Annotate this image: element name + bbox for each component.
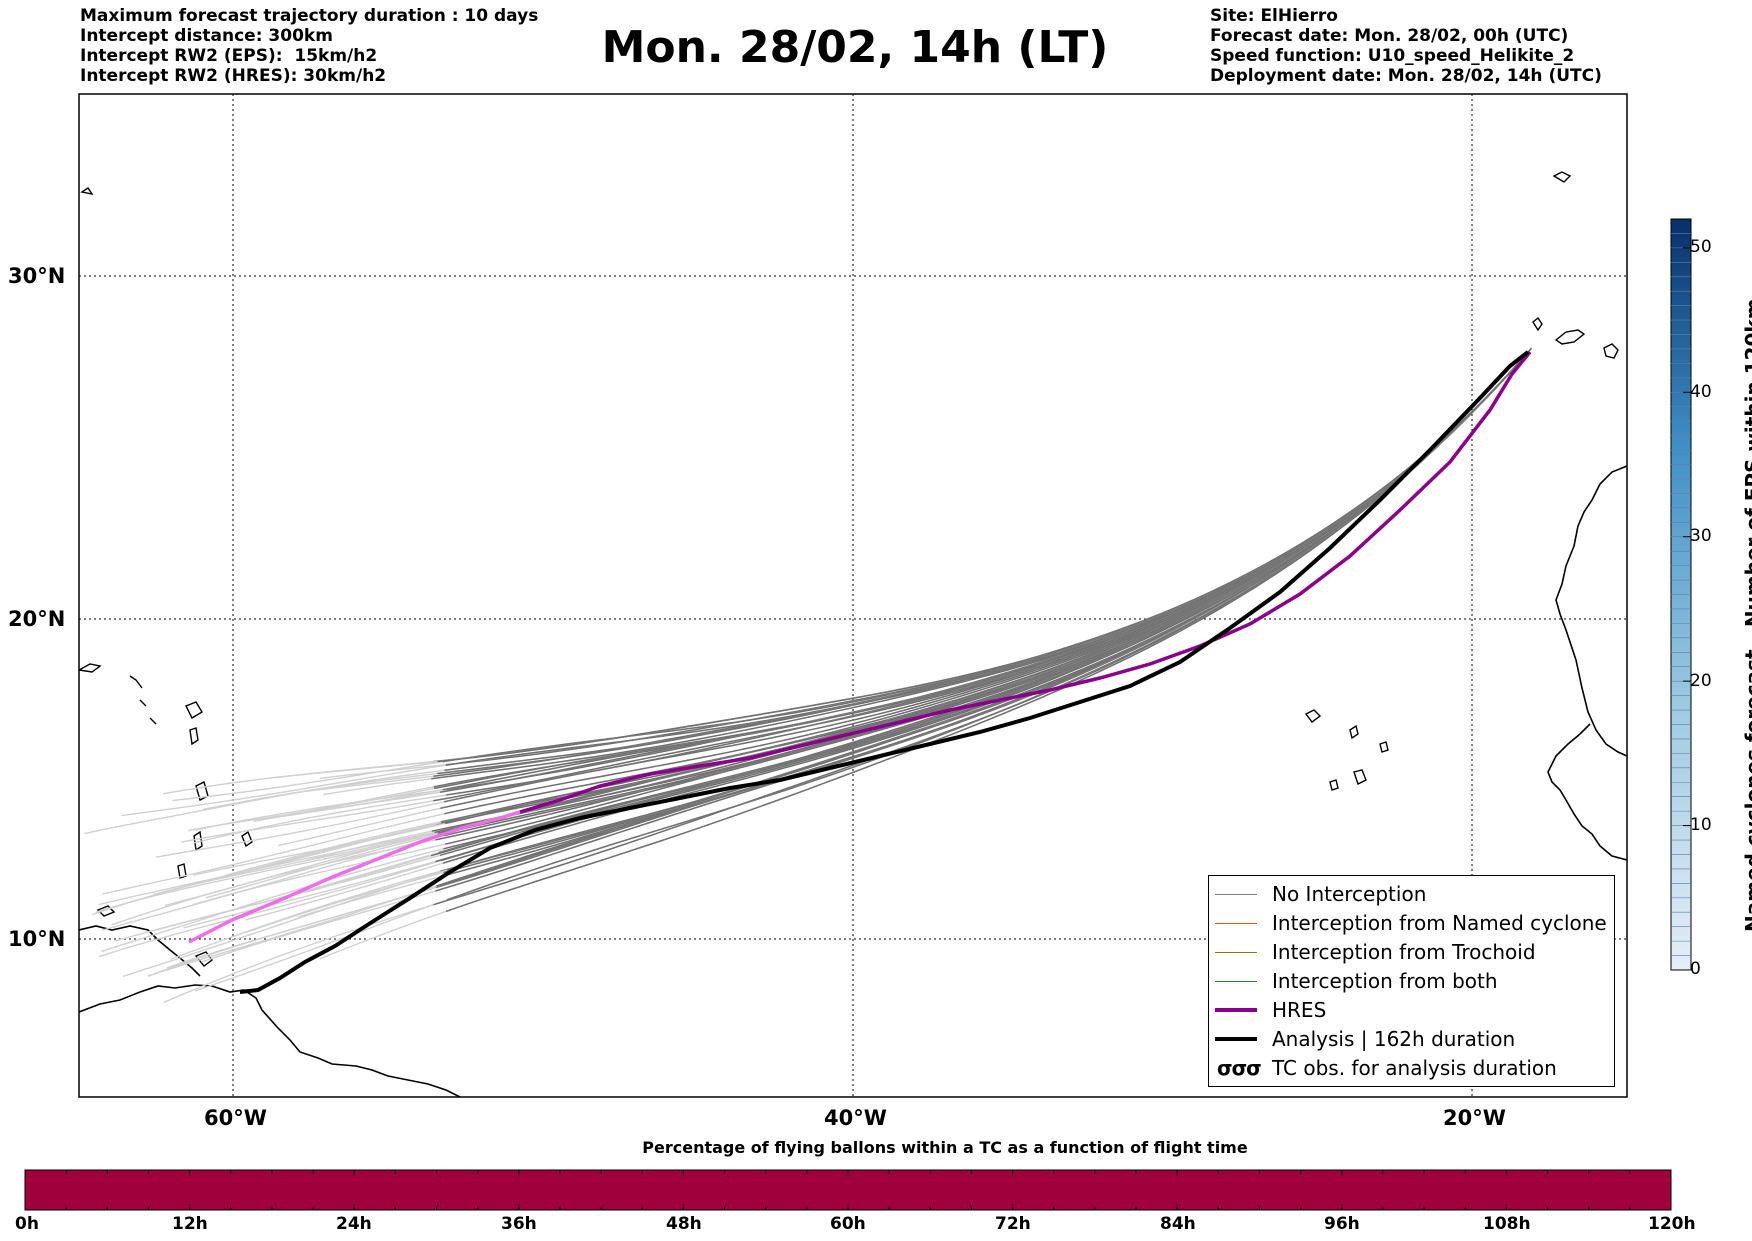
info-speed-function: Speed function: U10_speed_Helikite_2	[1210, 46, 1575, 66]
hour-label-72h: 72h	[995, 1214, 1031, 1234]
island-canary-2	[1554, 329, 1586, 345]
eps-track	[445, 354, 1527, 913]
percentage-bar	[24, 1169, 1672, 1211]
coast-west-africa	[1555, 465, 1627, 757]
lat-label-30n: 30°N	[8, 264, 66, 288]
islands	[79, 171, 1619, 967]
island-curacao	[96, 905, 116, 917]
info-intercept-distance: Intercept distance: 300km	[80, 26, 333, 46]
legend-item-no-interception: No Interception	[1209, 880, 1614, 909]
lon-label-40w: 40°W	[824, 1106, 887, 1130]
hour-label-96h: 96h	[1324, 1214, 1360, 1234]
island-cape-verde-2	[1349, 724, 1359, 740]
lon-label-60w: 60°W	[204, 1106, 267, 1130]
percentage-bar-title: Percentage of flying ballons within a TC…	[642, 1138, 1248, 1157]
lat-label-10n: 10°N	[8, 927, 66, 951]
hour-label-12h: 12h	[172, 1214, 208, 1234]
legend-label: No Interception	[1272, 882, 1427, 906]
colorbar-tick-40: 40	[1690, 382, 1712, 402]
colorbar-ticks	[1683, 247, 1691, 971]
lon-label-20w: 20°W	[1443, 1106, 1506, 1130]
hour-label-36h: 36h	[501, 1214, 537, 1234]
legend-item-both: Interception from both	[1209, 967, 1614, 996]
hour-label-84h: 84h	[1160, 1214, 1196, 1234]
island-bahamas	[79, 663, 102, 673]
legend-label: Interception from Named cyclone	[1272, 911, 1607, 935]
cyclone-symbols-icon: σσσ	[1217, 1056, 1262, 1080]
legend-label: Analysis | 162h duration	[1272, 1027, 1516, 1051]
island-antilles-1	[185, 701, 203, 719]
hour-label-60h: 60h	[830, 1214, 866, 1234]
info-max-duration: Maximum forecast trajectory duration : 1…	[80, 6, 539, 26]
legend-label: HRES	[1272, 998, 1327, 1022]
info-intercept-hres: Intercept RW2 (HRES): 30km/h2	[80, 66, 387, 86]
legend-swatch	[1215, 981, 1257, 982]
island-trinidad	[194, 951, 213, 967]
colorbar-bands	[1671, 233, 1691, 956]
legend-swatch	[1215, 894, 1257, 895]
eps-track	[437, 363, 1518, 775]
map-legend: No Interception Interception from Named …	[1208, 875, 1615, 1087]
legend-item-hres: HRES	[1209, 996, 1614, 1025]
legend-swatch	[1215, 952, 1257, 953]
hour-label-24h: 24h	[336, 1214, 372, 1234]
colorbar-tick-0: 0	[1690, 959, 1701, 979]
hour-label-108h: 108h	[1483, 1214, 1531, 1234]
info-forecast-date: Forecast date: Mon. 28/02, 00h (UTC)	[1210, 26, 1569, 46]
eps-track	[437, 363, 1519, 763]
island-sargasso	[80, 187, 94, 196]
lat-label-20n: 20°N	[8, 607, 66, 631]
run-info-right: Site: ElHierro Forecast date: Mon. 28/02…	[1210, 6, 1602, 86]
info-deployment-date: Deployment date: Mon. 28/02, 14h (UTC)	[1210, 66, 1602, 86]
island-caribbean-small	[129, 675, 157, 725]
legend-label: Interception from both	[1272, 969, 1498, 993]
legend-item-tc-obs: σσσ TC obs. for analysis duration	[1209, 1054, 1614, 1083]
hour-label-120h: 120h	[1648, 1214, 1696, 1234]
colorbar-title: Named cyclones forecast - Number of EPS …	[1741, 298, 1752, 932]
run-info-left: Maximum forecast trajectory duration : 1…	[80, 6, 538, 86]
island-antilles-2	[189, 727, 199, 746]
colorbar-tick-30: 30	[1690, 526, 1712, 546]
island-antilles-4	[193, 830, 203, 852]
percentage-bar-ticks	[24, 1170, 1672, 1210]
hres-trajectory	[519, 350, 1532, 814]
legend-item-trochoid: Interception from Trochoid	[1209, 938, 1614, 967]
colorbar-tick-10: 10	[1690, 815, 1712, 835]
legend-item-named-cyclone: Interception from Named cyclone	[1209, 909, 1614, 938]
eps-trajectories	[84, 347, 1533, 1004]
info-intercept-eps: Intercept RW2 (EPS): 15km/h2	[80, 46, 378, 66]
hres-trajectory-early	[188, 810, 521, 944]
colorbar-tick-20: 20	[1690, 671, 1712, 691]
legend-item-analysis: Analysis | 162h duration	[1209, 1025, 1614, 1054]
legend-label: TC obs. for analysis duration	[1272, 1056, 1557, 1080]
island-canary-3	[1603, 343, 1619, 359]
island-antilles-6	[241, 830, 253, 848]
island-cape-verde-3	[1379, 741, 1389, 753]
legend-label: Interception from Trochoid	[1272, 940, 1536, 964]
eps-track	[443, 356, 1525, 803]
coast-africa-lower	[1547, 723, 1627, 861]
island-cape-verde-5	[1329, 779, 1339, 791]
hour-label-48h: 48h	[666, 1214, 702, 1234]
legend-swatch	[1215, 1037, 1257, 1041]
page-title: Mon. 28/02, 14h (LT)	[601, 22, 1109, 73]
eps-track	[436, 364, 1518, 888]
colorbar-tick-50: 50	[1690, 237, 1712, 257]
info-site: Site: ElHierro	[1210, 6, 1338, 26]
island-canary-1	[1532, 316, 1543, 332]
island-cape-verde-4	[1353, 769, 1367, 785]
analysis-trajectory	[239, 350, 1530, 994]
coast-south-america	[79, 984, 461, 1097]
hour-label-0h: 0h	[15, 1214, 39, 1234]
legend-swatch	[1215, 923, 1257, 924]
legend-swatch	[1215, 1008, 1257, 1012]
eps-track	[440, 359, 1522, 824]
island-cape-verde-1	[1304, 709, 1322, 723]
island-madeira	[1552, 171, 1572, 183]
